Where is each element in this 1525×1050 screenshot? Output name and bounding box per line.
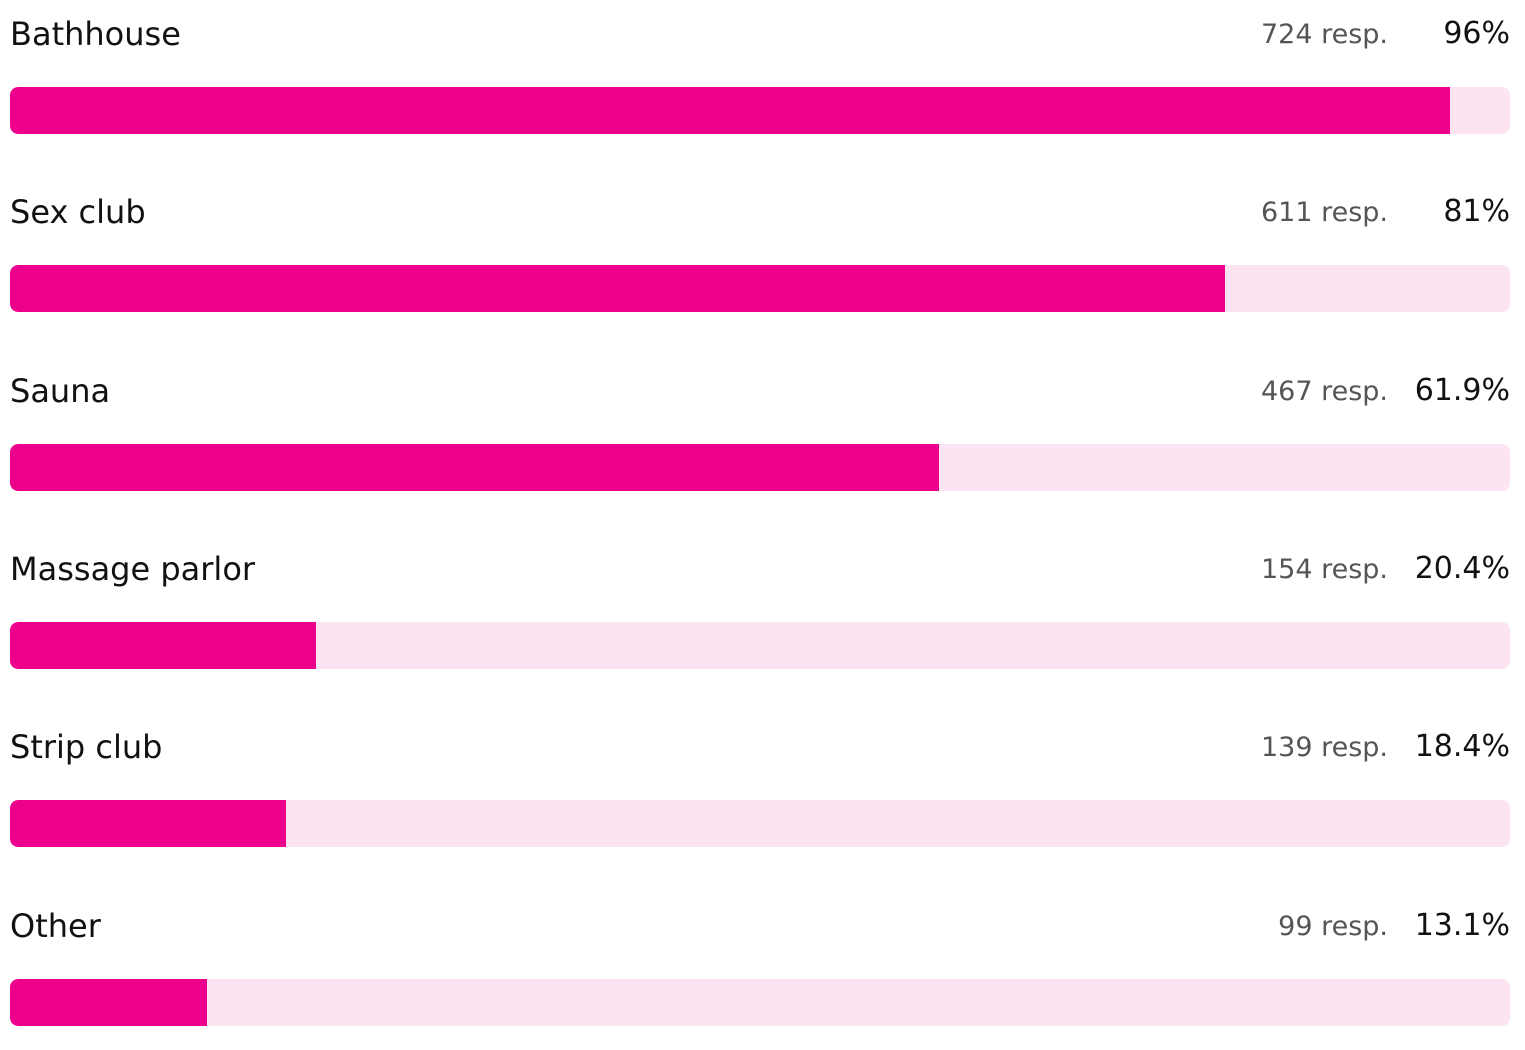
percent-label: 13.1% xyxy=(1414,907,1510,943)
category-label: Other xyxy=(10,906,101,945)
bar-fill xyxy=(10,621,316,669)
percent-label: 61.9% xyxy=(1414,372,1510,408)
category-label: Sex club xyxy=(10,193,146,232)
response-count: 724 resp. xyxy=(1260,19,1388,50)
bar-fill xyxy=(10,800,286,848)
bar-fill xyxy=(10,443,939,491)
category-label: Bathhouse xyxy=(10,15,181,53)
category-label: Massage parlor xyxy=(10,549,256,588)
response-count: 154 resp. xyxy=(1260,553,1388,585)
percent-label: 96% xyxy=(1443,16,1510,51)
bar-track xyxy=(10,265,1510,313)
percent-label: 18.4% xyxy=(1414,729,1510,765)
bar-row: Massage parlor 154 resp. 20.4% xyxy=(10,535,1510,675)
bar-track xyxy=(10,87,1510,134)
percent-label: 81% xyxy=(1443,194,1510,230)
percent-label: 20.4% xyxy=(1414,550,1510,586)
bar-fill xyxy=(10,978,207,1026)
bar-track xyxy=(10,800,1510,848)
bar-row: Other 99 resp. 13.1% xyxy=(10,892,1510,1032)
bar-track xyxy=(10,621,1510,669)
bar-row: Sex club 611 resp. 81% xyxy=(10,178,1510,318)
bar-fill xyxy=(10,87,1450,134)
bar-track xyxy=(10,978,1510,1026)
bar-row: Sauna 467 resp. 61.9% xyxy=(10,357,1510,497)
bar-row: Strip club 139 resp. 18.4% xyxy=(10,713,1510,853)
response-count: 467 resp. xyxy=(1260,375,1388,407)
category-label: Sauna xyxy=(10,371,111,410)
response-count: 99 resp. xyxy=(1278,910,1388,942)
bar-track xyxy=(10,443,1510,491)
response-count: 139 resp. xyxy=(1260,732,1388,764)
bar-row: Bathhouse 724 resp. 96% xyxy=(10,0,1510,140)
bar-fill xyxy=(10,265,1225,313)
category-label: Strip club xyxy=(10,728,163,767)
response-count: 611 resp. xyxy=(1260,197,1388,229)
